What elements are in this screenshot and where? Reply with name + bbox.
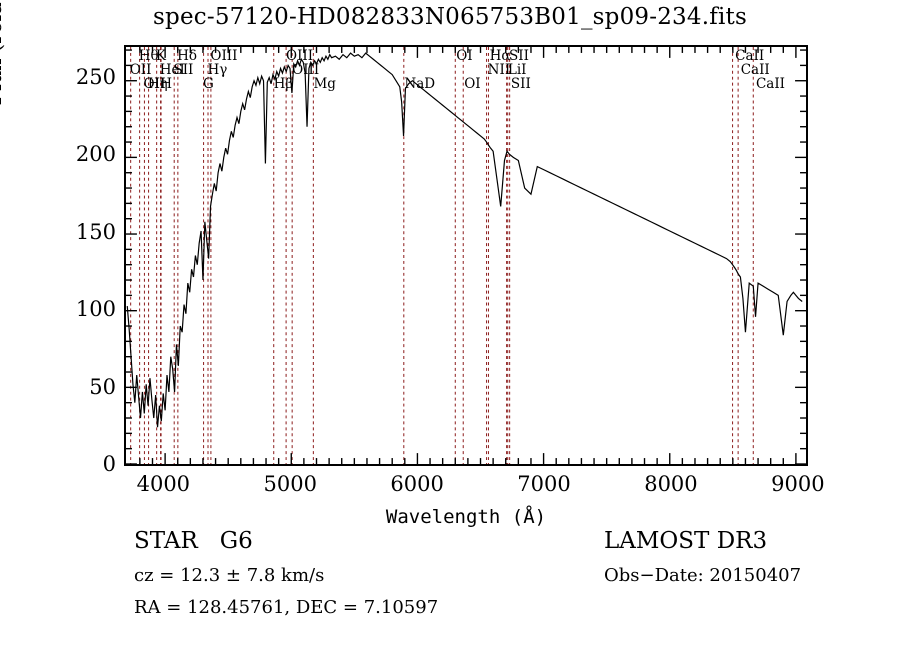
line-marker-label: HeI [159, 62, 185, 78]
x-tick-label: 7000 [517, 472, 571, 496]
line-marker-label: K [155, 48, 166, 64]
line-marker-label: Hδ [177, 48, 198, 64]
y-tick-label: 200 [75, 142, 116, 167]
line-marker-label: OIII [292, 62, 320, 78]
x-tick-label: 8000 [644, 472, 698, 496]
spectral-class: G6 [219, 528, 253, 554]
y-tick-label: 150 [75, 219, 116, 244]
object-summary: STAR G6 [134, 528, 438, 554]
line-marker-label: LiI [507, 62, 527, 78]
x-tick-label: 9000 [771, 472, 825, 496]
line-marker-label: SII [510, 76, 531, 92]
line-marker-label: Hη [147, 76, 168, 92]
line-marker-label: G [203, 76, 214, 92]
line-marker-label: CaII [740, 62, 770, 78]
line-marker-label: Hβ [273, 76, 294, 92]
line-marker-label: CaII [735, 48, 765, 64]
y-axis-label: Flux (relative) [0, 0, 6, 106]
y-tick-label: 100 [75, 297, 116, 322]
line-marker-label: NII [487, 62, 511, 78]
line-marker-label: OII [129, 62, 152, 78]
x-tick-label: 5000 [263, 472, 317, 496]
survey-name: LAMOST DR3 [604, 528, 768, 554]
line-marker-label: CaII [755, 76, 785, 92]
line-marker-label: H [160, 76, 173, 92]
spectrum-svg [126, 47, 803, 464]
object-type: STAR [134, 528, 198, 554]
line-marker-label: NaD [404, 76, 436, 92]
line-marker-label: OI [456, 48, 473, 64]
coordinates: RA = 128.45761, DEC = 7.10597 [134, 597, 439, 618]
line-marker-label: Hθ [138, 48, 159, 64]
line-marker-label: OI [464, 76, 481, 92]
x-tick-label: 4000 [136, 472, 191, 496]
radial-velocity: cz = 12.3 ± 7.8 km/s [134, 565, 325, 586]
line-marker-label: SII [173, 62, 194, 78]
x-axis-label: Wavelength (Å) [385, 506, 547, 528]
line-marker-label: OII [143, 76, 166, 92]
y-tick-label: 50 [89, 374, 116, 399]
page-title: spec-57120-HD082833N065753B01_sp09-234.f… [153, 4, 747, 30]
line-marker-label: Hγ [207, 62, 228, 78]
line-marker-label: SII [509, 48, 529, 64]
line-marker-label: OIII [286, 48, 314, 64]
y-tick-label: 0 [102, 452, 116, 476]
footer-right: LAMOST DR3 Obs−Date: 20150407 [604, 528, 801, 586]
plot-clip: OII Hθ OII Hη K HeI H Hδ SII OIII Hγ G OIII OIII Hβ Mg N… [126, 47, 806, 464]
line-marker-label: OIII [210, 48, 238, 64]
line-marker-label: Mg [313, 76, 336, 92]
footer-left: STAR G6 cz = 12.3 ± 7.8 km/s RA = 128.45… [134, 528, 438, 618]
footer-metadata: STAR G6 cz = 12.3 ± 7.8 km/s RA = 128.45… [0, 528, 900, 638]
x-tick-label: 6000 [390, 472, 444, 496]
obs-date: Obs−Date: 20150407 [604, 565, 802, 586]
plot-area: OII Hθ OII Hη K HeI H Hδ SII OIII Hγ G OIII OIII Hβ Mg N… [124, 45, 808, 466]
y-tick-label: 250 [75, 65, 116, 90]
